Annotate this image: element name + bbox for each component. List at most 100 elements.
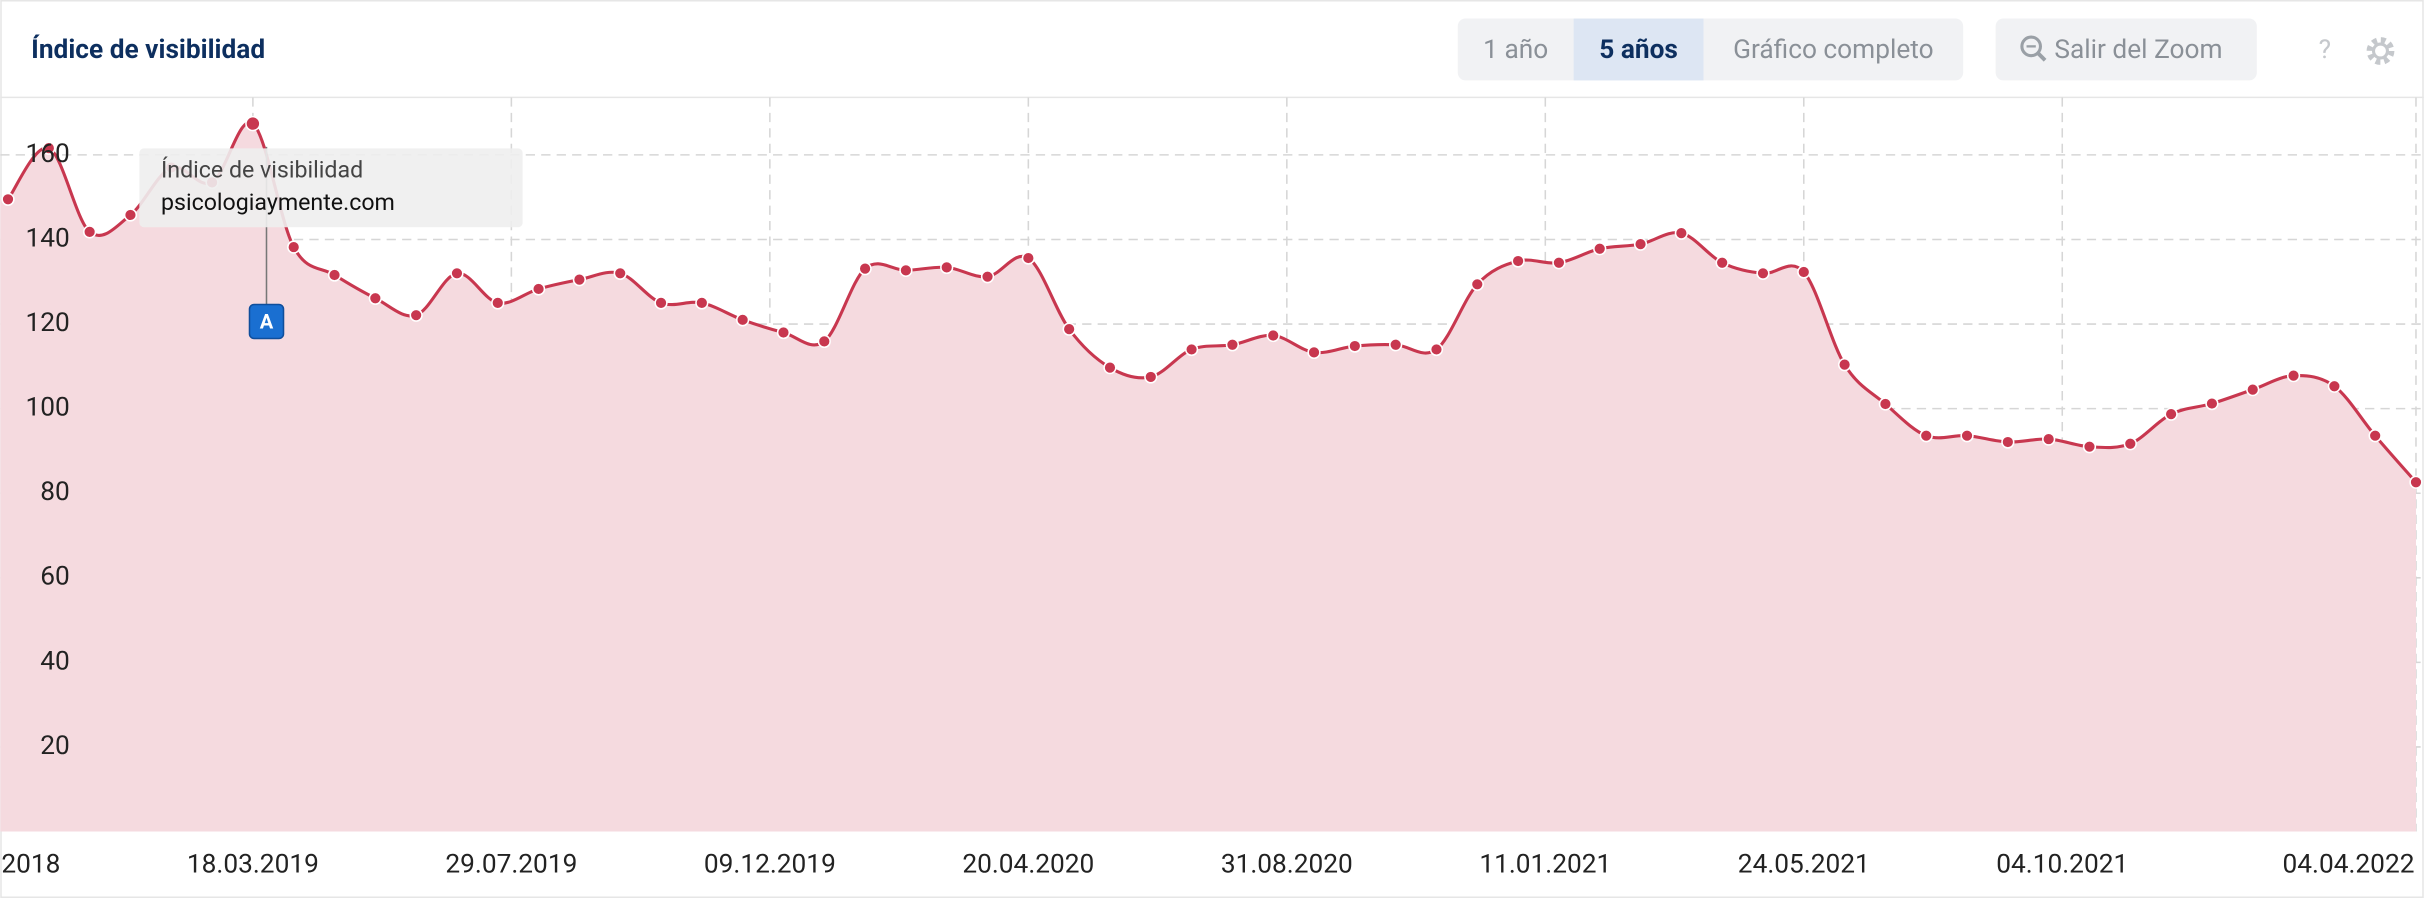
plot: 20 40 60 80 100 120 140 160 A Índice de visibilid… (0, 97, 2424, 879)
gear-icon (2366, 37, 2395, 65)
zoom-icon (2035, 51, 2047, 62)
x-tick-label: 09.12.2019 (704, 849, 836, 879)
data-point (1633, 237, 1648, 251)
data-point (817, 334, 831, 349)
data-point (1144, 370, 1158, 384)
range-button[interactable] (1573, 18, 1704, 81)
x-tick-label: 11.01.2021 (1479, 849, 1611, 879)
data-point (1307, 345, 1321, 360)
data-point (1184, 342, 1199, 357)
data-point (1103, 360, 1117, 375)
settings-button[interactable] (2366, 37, 2395, 65)
y-tick-label: 140 (25, 223, 69, 253)
data-point (1552, 256, 1566, 270)
x-tick-label: 18.03.2019 (187, 849, 319, 879)
annotation-label: A (260, 309, 274, 333)
data-point (1960, 429, 1974, 443)
zoom-label: Salir del Zoom (2054, 35, 2222, 65)
data-point (287, 240, 301, 254)
data-point (572, 272, 587, 287)
data-point (2327, 379, 2342, 393)
plot-area: 20 40 60 80 100 120 140 160 A Índice de visibilid… (0, 97, 2424, 832)
y-tick-label: 100 (25, 393, 69, 423)
data-point (82, 225, 97, 239)
tooltip (139, 148, 523, 228)
data-point (1062, 322, 1076, 336)
data-point (2205, 396, 2219, 411)
data-point (491, 296, 505, 310)
data-point (2001, 435, 2015, 449)
range-button-label: Gráfico completo (1733, 35, 1934, 65)
zoom-button[interactable] (1995, 18, 2257, 81)
data-point (531, 282, 546, 296)
data-point (940, 260, 954, 275)
x-tick-label: 29.07.2019 (445, 849, 577, 879)
data-point (450, 266, 464, 280)
data-point (1389, 338, 1403, 352)
data-point (1797, 265, 1811, 279)
zoom-icon (2020, 35, 2042, 58)
annotation-flag[interactable] (248, 303, 285, 340)
chart-title: Índice de visibilidad (31, 34, 265, 65)
data-point (2368, 429, 2382, 443)
data-point (736, 313, 750, 327)
data-point (613, 266, 627, 280)
data-point (776, 325, 791, 340)
data-point (1919, 429, 1933, 443)
data-point (2082, 440, 2097, 454)
data-point (2123, 437, 2137, 451)
tooltip-title: Índice de visibilidad (161, 156, 363, 184)
data-point (1715, 256, 1729, 270)
data-point (2286, 368, 2301, 383)
data-point (1429, 342, 1444, 357)
data-point (327, 268, 342, 282)
data-point (1756, 266, 1770, 280)
x-tick-label: 20.04.2020 (962, 849, 1094, 879)
gear-icon (2371, 42, 2389, 60)
data-point (1878, 397, 1893, 411)
range-buttons: 1 año 5 años Gráfico completo (1457, 18, 1964, 81)
y-tick-label: 160 (25, 139, 69, 169)
data-point (899, 263, 913, 277)
y-tick-label: 60 (40, 562, 70, 592)
y-tick-label: 20 (40, 731, 70, 761)
data-point (1674, 226, 1688, 240)
range-button-label: 5 años (1599, 35, 1678, 65)
data-point (368, 291, 382, 305)
x-tick-label: 31.08.2020 (1221, 849, 1353, 879)
y-tick-label: 120 (25, 308, 69, 338)
data-point (1348, 339, 1362, 353)
help-button[interactable]: ? (2319, 35, 2331, 65)
data-point (2164, 407, 2178, 421)
data-point (654, 296, 668, 310)
data-point (858, 262, 872, 276)
data-point (695, 296, 709, 310)
data-point (2042, 432, 2056, 446)
data-point (2409, 475, 2423, 489)
data-point (980, 270, 995, 284)
data-point (245, 115, 261, 132)
data-point (409, 308, 423, 322)
data-point (1511, 254, 1525, 268)
data-point (1021, 251, 1035, 265)
x-tick-label: 04.10.2021 (1996, 849, 2128, 879)
tooltip-series: psicologiaymente.com (161, 188, 395, 216)
data-point (123, 208, 138, 222)
data-point (1, 192, 15, 206)
x-tick-label: 04.04.2022 (2283, 849, 2415, 879)
x-tick-label: 05.11.2018 (0, 849, 60, 879)
x-tick-label: 24.05.2021 (1738, 849, 1870, 879)
data-point (1470, 277, 1484, 291)
data-point (1225, 338, 1240, 352)
y-tick-label: 40 (40, 646, 70, 676)
y-tick-label: 80 (40, 477, 70, 507)
data-point (2246, 382, 2260, 397)
area (0, 122, 2416, 832)
range-button-label: 1 año (1483, 35, 1548, 65)
data-point (1837, 358, 1852, 372)
data-point (1266, 328, 1280, 343)
data-point (42, 141, 56, 155)
data-point (1593, 242, 1607, 256)
